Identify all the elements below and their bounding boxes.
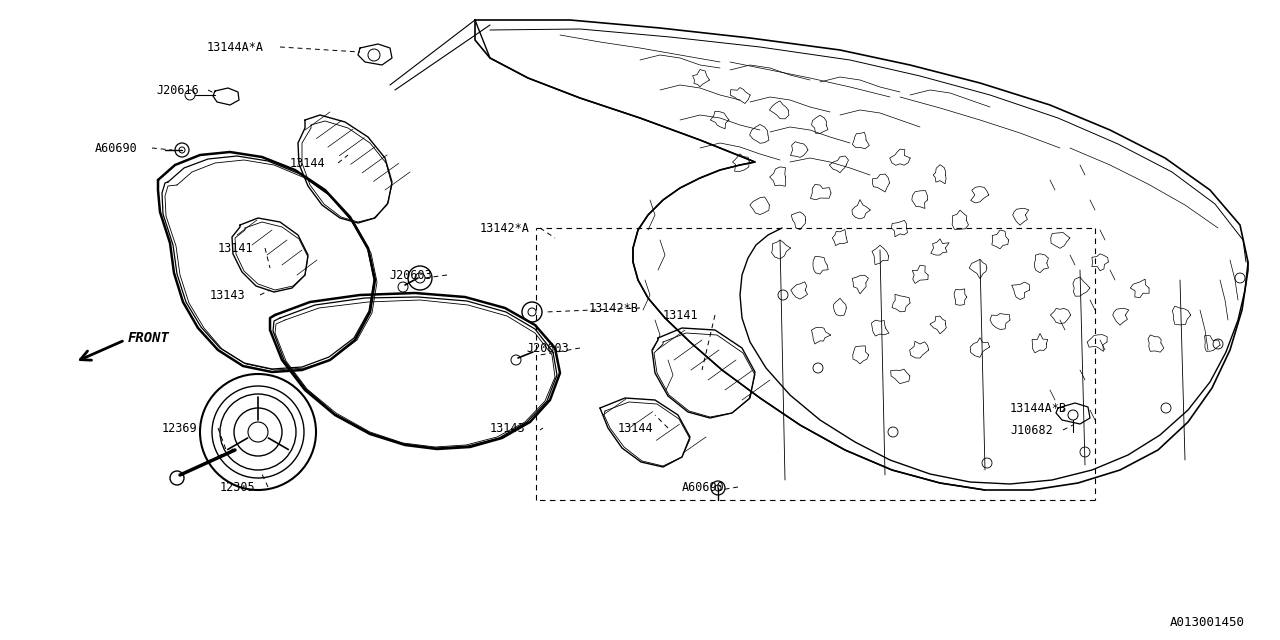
Text: 12369: 12369 [163, 422, 197, 435]
Text: 13142*B: 13142*B [589, 301, 639, 314]
Text: 13141: 13141 [663, 308, 699, 321]
Text: J20616: J20616 [156, 83, 198, 97]
Text: A60690: A60690 [95, 141, 138, 154]
Text: 13142*A: 13142*A [480, 221, 530, 234]
Text: FRONT: FRONT [128, 331, 170, 345]
Text: 13143: 13143 [490, 422, 526, 435]
Text: 13144: 13144 [291, 157, 325, 170]
Text: A60690: A60690 [682, 481, 724, 493]
Text: 12305: 12305 [220, 481, 256, 493]
Text: 13144A*B: 13144A*B [1010, 401, 1068, 415]
Text: 13144A*A: 13144A*A [207, 40, 264, 54]
Text: J20603: J20603 [526, 342, 568, 355]
Text: 13141: 13141 [218, 241, 253, 255]
Text: 13144: 13144 [618, 422, 654, 435]
Text: 13143: 13143 [210, 289, 246, 301]
Text: A013001450: A013001450 [1170, 616, 1245, 628]
Text: J10682: J10682 [1010, 424, 1052, 436]
Text: J20603: J20603 [389, 269, 431, 282]
